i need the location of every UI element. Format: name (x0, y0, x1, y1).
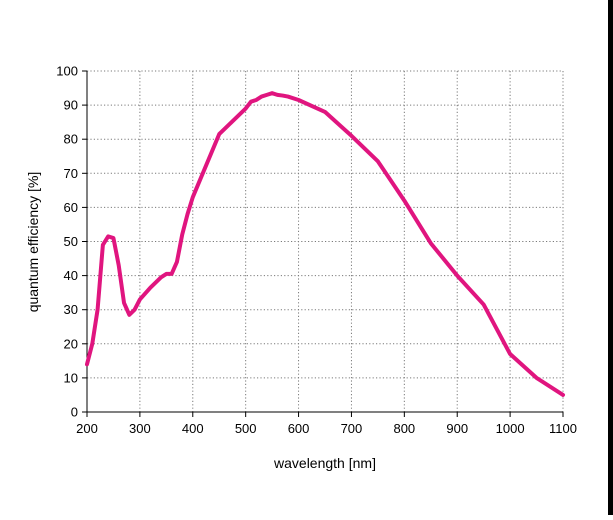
grid (87, 71, 563, 412)
y-tick-label: 40 (64, 268, 78, 283)
x-tick-label: 800 (393, 421, 415, 436)
x-tick-label: 900 (446, 421, 468, 436)
tick-labels: 200 300 400 500 600 700 800 900 1000 1100 0 10 20 30 4… (56, 64, 577, 437)
y-tick-label: 30 (64, 302, 78, 317)
series-lines (87, 93, 563, 395)
y-tick-label: 10 (64, 370, 78, 385)
y-axis-title: quantum efficiency [%] (25, 172, 41, 313)
y-tick-label: 70 (64, 166, 78, 181)
x-tick-label: 500 (235, 421, 257, 436)
y-tick-label: 0 (71, 405, 78, 420)
x-tick-label: 1100 (549, 421, 577, 436)
axes (82, 71, 563, 417)
x-axis-title: wavelength [nm] (273, 455, 376, 471)
y-tick-label: 50 (64, 234, 78, 249)
qe-curve-line (87, 93, 563, 395)
y-tick-label: 80 (64, 132, 78, 147)
x-tick-label: 1000 (496, 421, 525, 436)
y-tick-label: 20 (64, 336, 78, 351)
qe-curve-points (87, 93, 563, 395)
x-tick-label: 400 (182, 421, 204, 436)
y-tick-label: 100 (56, 64, 78, 79)
x-tick-label: 600 (288, 421, 310, 436)
y-tick-label: 90 (64, 98, 78, 113)
x-tick-label: 300 (129, 421, 151, 436)
x-tick-label: 700 (341, 421, 363, 436)
y-tick-label: 60 (64, 200, 78, 215)
window-edge (608, 0, 613, 515)
x-tick-label: 200 (76, 421, 98, 436)
